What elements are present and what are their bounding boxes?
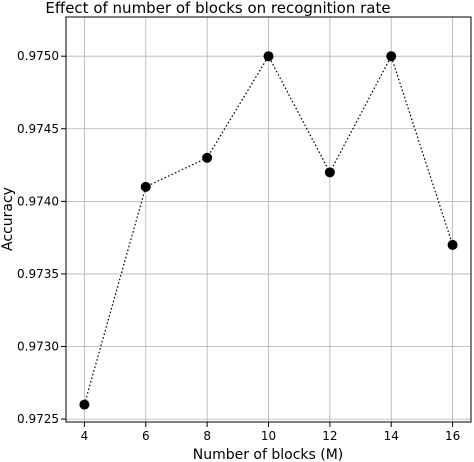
data-point <box>386 51 397 62</box>
data-point <box>140 181 151 192</box>
data-point <box>263 51 274 62</box>
data-point <box>202 152 213 163</box>
series <box>79 51 458 410</box>
y-tick-label: 0.9730 <box>17 340 59 354</box>
y-tick-label: 0.9740 <box>17 194 59 208</box>
x-axis-label: Number of blocks (M) <box>193 447 344 462</box>
x-tick-label: 12 <box>322 429 337 443</box>
y-tick-label: 0.9735 <box>17 267 59 281</box>
x-tick-label: 6 <box>142 429 150 443</box>
data-point <box>447 239 458 250</box>
x-axis: 4 6 8 10 12 14 16 <box>81 422 460 443</box>
x-tick-label: 10 <box>261 429 276 443</box>
y-axis: 0.9725 0.9730 0.9735 0.9740 0.9745 0.9750 <box>17 49 66 426</box>
y-tick-label: 0.9750 <box>17 49 59 63</box>
data-point <box>324 167 335 178</box>
x-tick-label: 16 <box>445 429 460 443</box>
grid <box>66 17 471 422</box>
x-tick-label: 8 <box>203 429 211 443</box>
y-axis-label: Accuracy <box>0 187 16 251</box>
y-tick-label: 0.9725 <box>17 412 59 426</box>
x-tick-label: 14 <box>384 429 399 443</box>
chart-title: Effect of number of blocks on recognitio… <box>45 0 390 17</box>
x-tick-label: 4 <box>81 429 89 443</box>
data-point <box>79 399 90 410</box>
y-tick-label: 0.9745 <box>17 122 59 136</box>
